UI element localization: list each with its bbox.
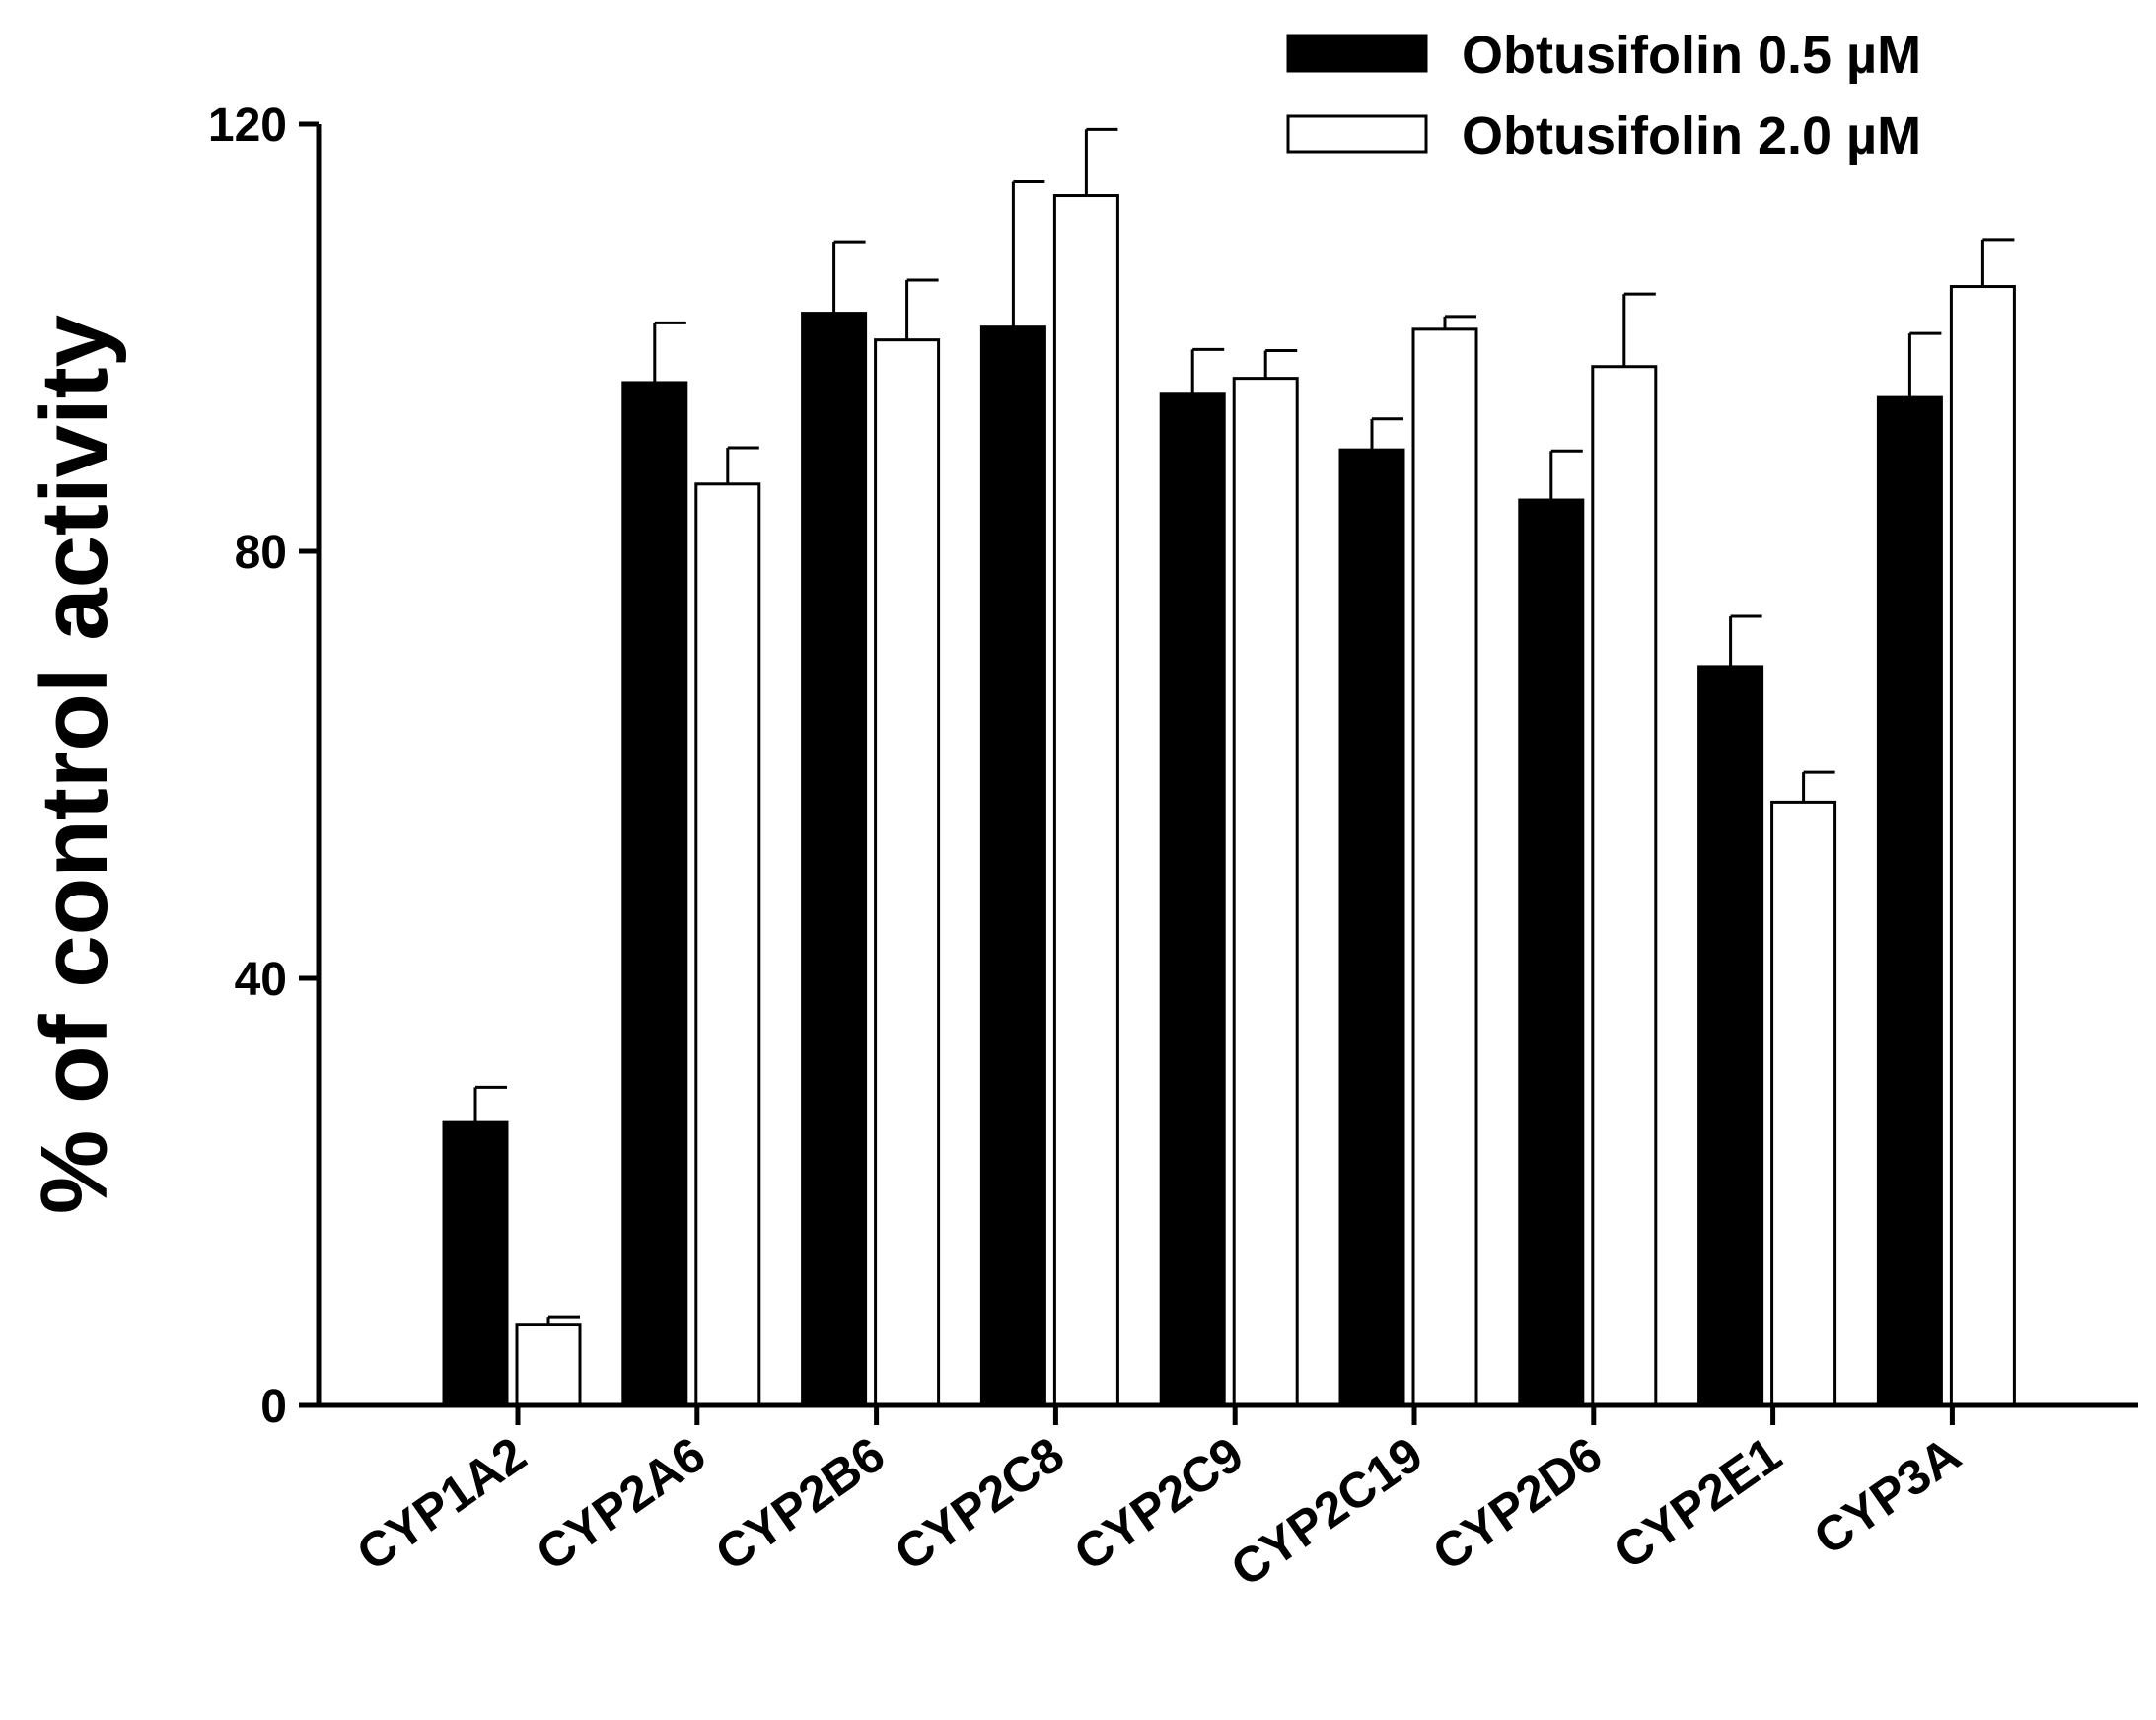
bar-group xyxy=(621,321,688,1407)
bar-group xyxy=(1232,348,1299,1407)
bar-group xyxy=(1518,449,1585,1407)
y-axis-label: % of control activity xyxy=(22,315,127,1214)
legend-item: Obtusifolin 2.0 µM xyxy=(1286,107,1921,166)
bar-group xyxy=(1411,315,1478,1407)
x-tick-label: CYP2C19 xyxy=(1221,1426,1432,1597)
y-tick-label: 120 xyxy=(208,100,287,152)
bars-layer xyxy=(442,127,2016,1407)
x-ticks: CYP1A2CYP2A6CYP2B6CYP2C8CYP2C9CYP2C19CYP… xyxy=(347,1405,1971,1598)
legend-swatch xyxy=(1286,114,1428,154)
bar-group xyxy=(1052,127,1119,1407)
bar xyxy=(979,325,1046,1407)
bar xyxy=(874,338,941,1407)
bar-group xyxy=(801,240,868,1407)
legend-swatch xyxy=(1286,34,1428,73)
bar xyxy=(1518,498,1585,1407)
bar-group xyxy=(442,1085,509,1407)
x-tick-label: CYP2A6 xyxy=(527,1426,715,1581)
x-tick-label: CYP2E1 xyxy=(1605,1426,1791,1580)
bar-group xyxy=(1876,331,1943,1407)
bar xyxy=(694,482,761,1407)
x-tick-label: CYP2C8 xyxy=(885,1426,1073,1581)
y-ticks: 0 40 80 120 xyxy=(208,100,319,1433)
x-tick-label: CYP3A xyxy=(1804,1426,1971,1566)
bar xyxy=(1052,194,1119,1407)
bar-group xyxy=(874,278,941,1407)
bar xyxy=(1411,327,1478,1407)
bar-group xyxy=(1159,347,1226,1407)
bar-group xyxy=(1697,614,1764,1407)
bar xyxy=(801,312,868,1407)
legend: Obtusifolin 0.5 µM Obtusifolin 2.0 µM xyxy=(1286,26,1921,166)
bar xyxy=(621,381,688,1407)
bar xyxy=(1949,285,2016,1407)
legend-label: Obtusifolin 2.0 µM xyxy=(1462,107,1921,166)
bar xyxy=(1697,665,1764,1407)
x-tick-label: CYP1A2 xyxy=(347,1426,536,1581)
bar xyxy=(1876,395,1943,1407)
bar-group xyxy=(1949,238,2016,1407)
x-tick-label: CYP2B6 xyxy=(705,1426,894,1581)
y-tick-label: 40 xyxy=(235,954,287,1006)
bar xyxy=(1338,448,1405,1407)
legend-label: Obtusifolin 0.5 µM xyxy=(1462,26,1921,85)
bar xyxy=(515,1323,582,1407)
bar xyxy=(1159,392,1226,1407)
bar xyxy=(1770,800,1837,1407)
y-tick-label: 80 xyxy=(235,527,287,579)
bar-group xyxy=(1770,770,1837,1407)
bar xyxy=(1232,377,1299,1407)
bar-group xyxy=(1591,292,1658,1407)
bar-group xyxy=(979,179,1046,1407)
bar-group xyxy=(1338,417,1405,1407)
y-tick-label: 0 xyxy=(260,1381,287,1433)
x-tick-label: CYP2D6 xyxy=(1423,1426,1612,1581)
legend-item: Obtusifolin 0.5 µM xyxy=(1286,26,1921,85)
bar-group xyxy=(694,446,761,1407)
bar xyxy=(442,1120,509,1407)
axes-layer xyxy=(316,124,2138,1408)
bar-group xyxy=(515,1315,582,1407)
bar xyxy=(1591,365,1658,1407)
